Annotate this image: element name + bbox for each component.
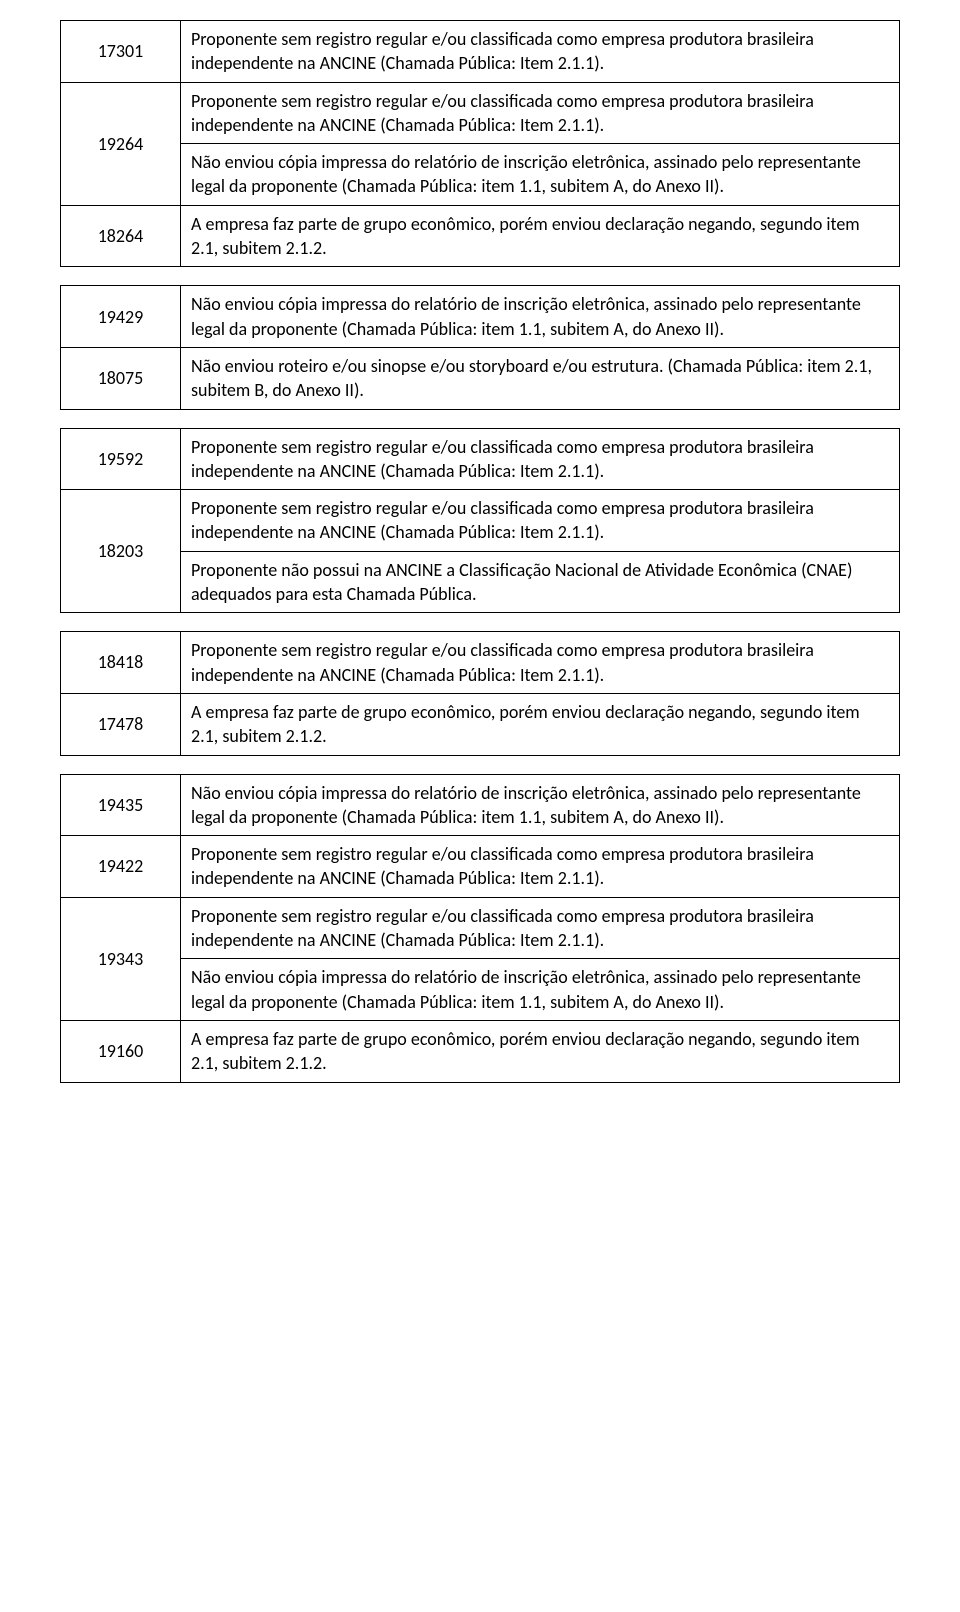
tables-container: 17301Proponente sem registro regular e/o…	[60, 20, 900, 1083]
description-cell: Não enviou cópia impressa do relatório d…	[181, 144, 900, 206]
description-cell: Proponente sem registro regular e/ou cla…	[181, 836, 900, 898]
table-row: 18075Não enviou roteiro e/ou sinopse e/o…	[61, 347, 900, 409]
data-table: 19429Não enviou cópia impressa do relató…	[60, 285, 900, 409]
description-cell: Proponente não possui na ANCINE a Classi…	[181, 551, 900, 613]
code-cell: 19264	[61, 82, 181, 205]
description-cell: Não enviou roteiro e/ou sinopse e/ou sto…	[181, 347, 900, 409]
table-row: Proponente não possui na ANCINE a Classi…	[61, 551, 900, 613]
table-row: 19429Não enviou cópia impressa do relató…	[61, 286, 900, 348]
code-cell: 19343	[61, 897, 181, 1020]
description-cell: Não enviou cópia impressa do relatório d…	[181, 286, 900, 348]
description-cell: Proponente sem registro regular e/ou cla…	[181, 490, 900, 552]
description-cell: Proponente sem registro regular e/ou cla…	[181, 82, 900, 144]
code-cell: 18418	[61, 632, 181, 694]
description-cell: A empresa faz parte de grupo econômico, …	[181, 1020, 900, 1082]
data-table: 19592Proponente sem registro regular e/o…	[60, 428, 900, 614]
code-cell: 19422	[61, 836, 181, 898]
table-row: Não enviou cópia impressa do relatório d…	[61, 959, 900, 1021]
code-cell: 17301	[61, 21, 181, 83]
table-row: 19343Proponente sem registro regular e/o…	[61, 897, 900, 959]
table-row: 19422Proponente sem registro regular e/o…	[61, 836, 900, 898]
description-cell: Não enviou cópia impressa do relatório d…	[181, 774, 900, 836]
description-cell: Proponente sem registro regular e/ou cla…	[181, 21, 900, 83]
description-cell: Proponente sem registro regular e/ou cla…	[181, 428, 900, 490]
table-row: 17478A empresa faz parte de grupo econôm…	[61, 693, 900, 755]
table-row: Não enviou cópia impressa do relatório d…	[61, 144, 900, 206]
table-row: 19264Proponente sem registro regular e/o…	[61, 82, 900, 144]
table-row: 18418Proponente sem registro regular e/o…	[61, 632, 900, 694]
description-cell: A empresa faz parte de grupo econômico, …	[181, 693, 900, 755]
code-cell: 18075	[61, 347, 181, 409]
data-table: 18418Proponente sem registro regular e/o…	[60, 631, 900, 755]
table-row: 19435Não enviou cópia impressa do relató…	[61, 774, 900, 836]
code-cell: 18264	[61, 205, 181, 267]
description-cell: Proponente sem registro regular e/ou cla…	[181, 897, 900, 959]
code-cell: 19592	[61, 428, 181, 490]
code-cell: 18203	[61, 490, 181, 613]
data-table: 17301Proponente sem registro regular e/o…	[60, 20, 900, 267]
code-cell: 19429	[61, 286, 181, 348]
table-row: 17301Proponente sem registro regular e/o…	[61, 21, 900, 83]
table-row: 19160A empresa faz parte de grupo econôm…	[61, 1020, 900, 1082]
table-row: 19592Proponente sem registro regular e/o…	[61, 428, 900, 490]
table-row: 18203Proponente sem registro regular e/o…	[61, 490, 900, 552]
data-table: 19435Não enviou cópia impressa do relató…	[60, 774, 900, 1083]
code-cell: 17478	[61, 693, 181, 755]
code-cell: 19435	[61, 774, 181, 836]
description-cell: A empresa faz parte de grupo econômico, …	[181, 205, 900, 267]
table-row: 18264A empresa faz parte de grupo econôm…	[61, 205, 900, 267]
description-cell: Não enviou cópia impressa do relatório d…	[181, 959, 900, 1021]
code-cell: 19160	[61, 1020, 181, 1082]
description-cell: Proponente sem registro regular e/ou cla…	[181, 632, 900, 694]
